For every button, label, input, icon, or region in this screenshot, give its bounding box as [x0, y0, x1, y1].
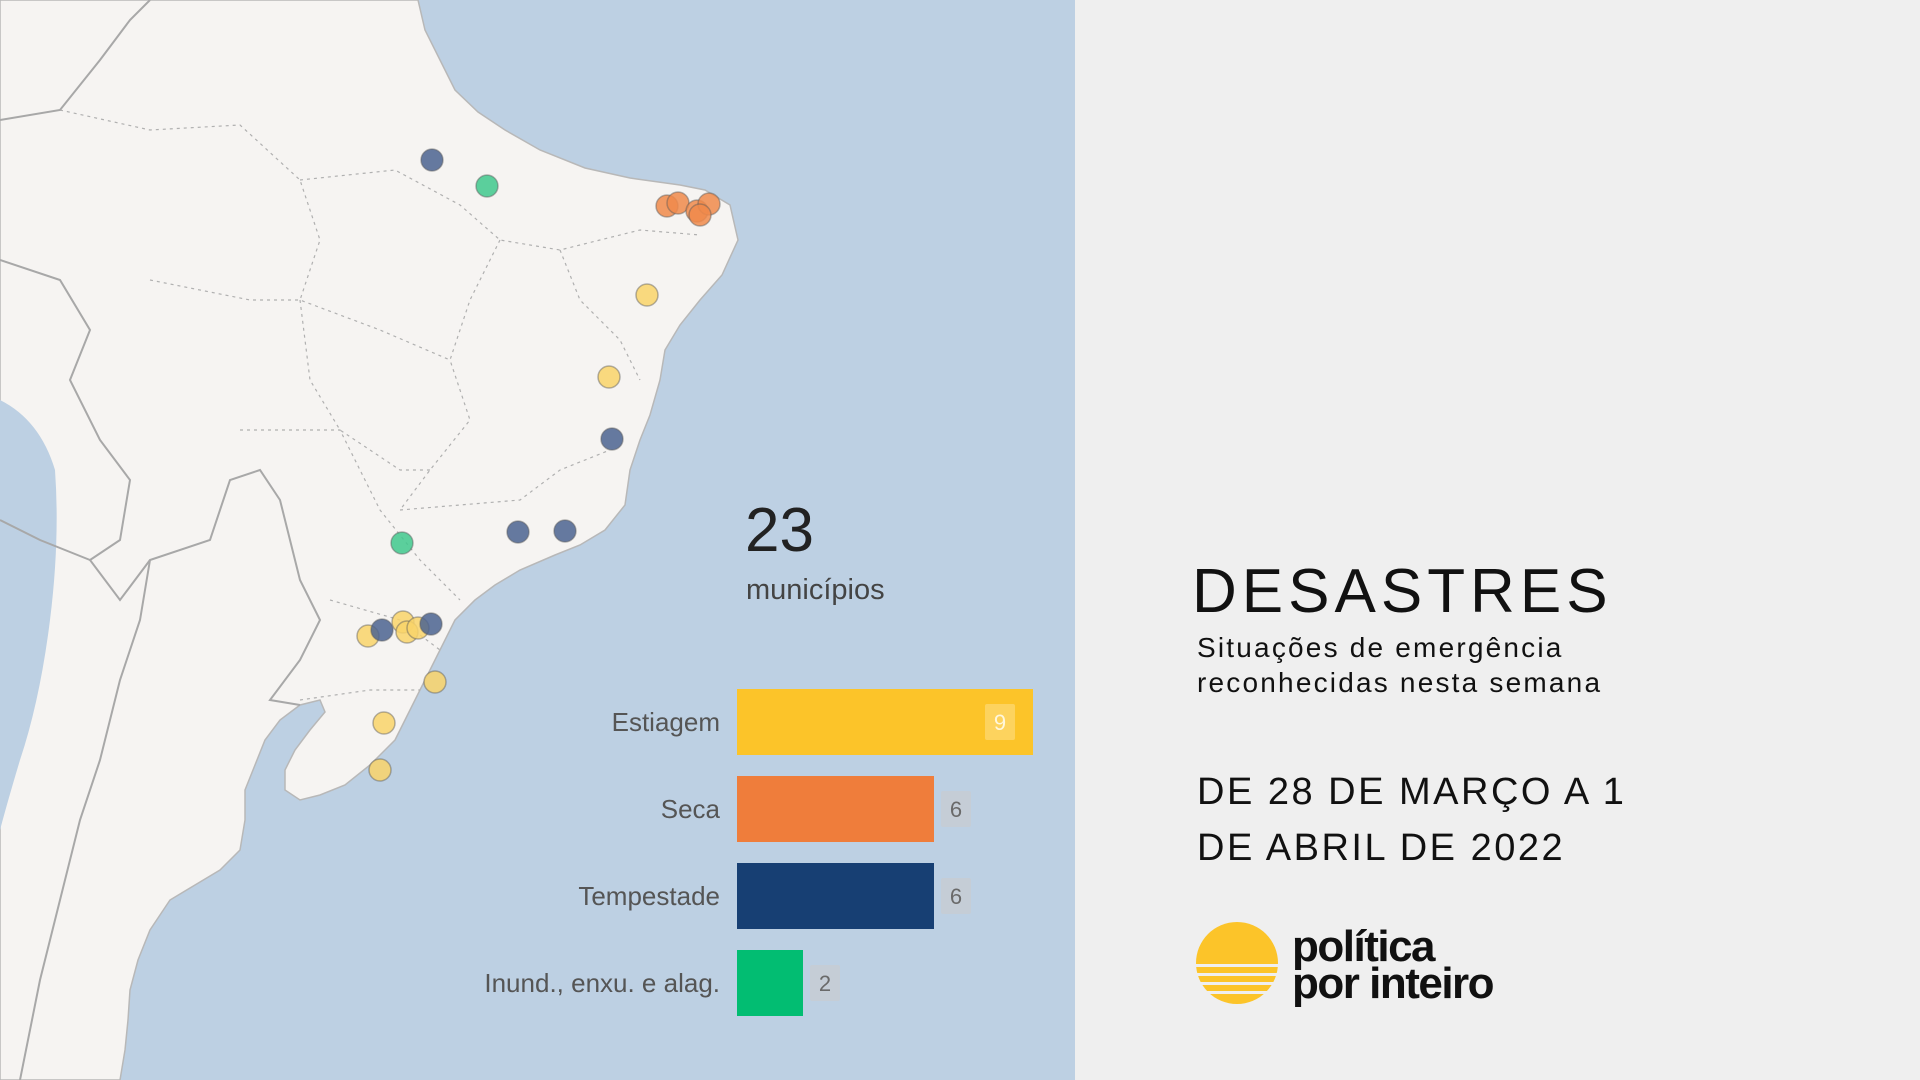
map-marker-estiagem[interactable] — [635, 283, 659, 307]
info-panel — [1075, 0, 1920, 1080]
map-panel[interactable]: 23 municípios Estiagem 9 Seca 6 Tempesta… — [0, 0, 1075, 1080]
lake-left — [0, 400, 57, 830]
value-badge-seca: 6 — [941, 791, 971, 827]
map-marker-estiagem[interactable] — [597, 365, 621, 389]
bar-row-tempestade: Tempestade 6 — [0, 863, 1075, 929]
bar-tempestade — [737, 863, 934, 929]
country-borders — [0, 0, 322, 1080]
bar-label-inundacao: Inund., enxu. e alag. — [484, 968, 720, 998]
logo-text-line-1: política — [1292, 922, 1436, 971]
map-marker-inundacao[interactable] — [475, 174, 499, 198]
date-range-line-1: DE 28 DE MARÇO A 1 — [1197, 771, 1627, 813]
date-range-line-2: DE ABRIL DE 2022 — [1197, 827, 1566, 869]
bar-row-inundacao: Inund., enxu. e alag. 2 — [0, 950, 1075, 1016]
sun-logo-icon — [1196, 922, 1278, 1004]
logo-text-line-2: por inteiro — [1292, 959, 1495, 1008]
subtitle-line-2: reconhecidas nesta semana — [1197, 667, 1603, 698]
bar-seca — [737, 776, 934, 842]
map-marker-tempestade[interactable] — [419, 612, 443, 636]
map-marker-estiagem[interactable] — [372, 711, 396, 735]
map-marker-tempestade[interactable] — [553, 519, 577, 543]
map-marker-inundacao[interactable] — [390, 531, 414, 555]
south-america-land — [0, 0, 739, 1080]
map-marker-seca[interactable] — [688, 203, 712, 227]
map-marker-tempestade[interactable] — [600, 427, 624, 451]
bar-row-seca: Seca 6 — [0, 776, 1075, 842]
bar-label-seca: Seca — [660, 794, 720, 824]
value-badge-tempestade: 6 — [941, 878, 971, 914]
bar-row-estiagem: Estiagem 9 — [0, 689, 1075, 755]
value-badge-inundacao: 2 — [810, 965, 840, 1001]
map-marker-tempestade[interactable] — [370, 618, 394, 642]
subtitle-line-1: Situações de emergência — [1197, 632, 1564, 663]
bar-inundacao — [737, 950, 803, 1016]
map-marker-tempestade[interactable] — [420, 148, 444, 172]
map-marker-seca[interactable] — [666, 191, 690, 215]
bar-label-tempestade: Tempestade — [578, 881, 720, 911]
map-marker-estiagem[interactable] — [368, 758, 392, 782]
bar-estiagem — [737, 689, 1033, 755]
map[interactable] — [0, 0, 1075, 1080]
municipality-count: 23 — [745, 496, 814, 565]
map-marker-tempestade[interactable] — [506, 520, 530, 544]
bar-label-estiagem: Estiagem — [611, 707, 720, 737]
municipality-count-label: municípios — [746, 574, 885, 606]
page-title: DESASTRES — [1192, 557, 1613, 626]
value-badge-estiagem: 9 — [985, 704, 1015, 740]
map-marker-estiagem[interactable] — [423, 670, 447, 694]
